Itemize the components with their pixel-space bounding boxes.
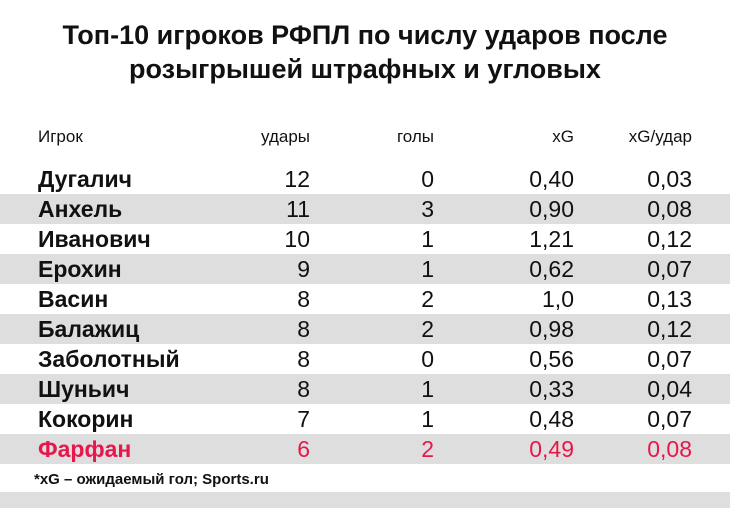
shots-value: 6 (297, 436, 310, 462)
header-shots: удары (261, 127, 310, 146)
shots-value: 7 (297, 406, 310, 432)
xg-per-shot-value: 0,13 (647, 286, 692, 312)
header-xg-per-shot: xG/удар (628, 127, 692, 146)
table-row: Шуньич 8 1 0,33 0,04 (0, 374, 730, 404)
chart-title-line-1: Топ-10 игроков РФПЛ по числу ударов посл… (62, 20, 668, 50)
table-row: Дугалич 12 0 0,40 0,03 (0, 164, 730, 194)
goals-value: 1 (421, 226, 434, 252)
player-name: Иванович (38, 226, 151, 252)
xg-per-shot-value: 0,08 (647, 436, 692, 462)
table-row: Васин 8 2 1,0 0,13 (0, 284, 730, 314)
footnote: *xG – ожидаемый гол; Sports.ru (34, 471, 269, 488)
table-row: Ерохин 9 1 0,62 0,07 (0, 254, 730, 284)
xg-value: 0,90 (529, 196, 574, 222)
bottom-strip (0, 492, 730, 508)
table-row: Анхель 11 3 0,90 0,08 (0, 194, 730, 224)
xg-per-shot-value: 0,12 (647, 226, 692, 252)
goals-value: 2 (421, 436, 434, 462)
player-name: Фарфан (38, 436, 132, 462)
shots-value: 12 (284, 166, 310, 192)
player-name: Шуньич (38, 376, 130, 402)
xg-value: 0,48 (529, 406, 574, 432)
xg-per-shot-value: 0,04 (647, 376, 692, 402)
shots-value: 8 (297, 286, 310, 312)
header-xg: xG (552, 127, 574, 146)
shots-value: 8 (297, 376, 310, 402)
xg-value: 0,62 (529, 256, 574, 282)
xg-per-shot-value: 0,07 (647, 346, 692, 372)
player-name: Анхель (38, 196, 123, 222)
xg-per-shot-value: 0,03 (647, 166, 692, 192)
xg-value: 1,0 (542, 286, 574, 312)
goals-value: 3 (421, 196, 434, 222)
goals-value: 0 (421, 166, 434, 192)
shots-value: 8 (297, 316, 310, 342)
shots-value: 8 (297, 346, 310, 372)
goals-value: 2 (421, 316, 434, 342)
table-row: Балажиц 8 2 0,98 0,12 (0, 314, 730, 344)
player-name: Васин (38, 286, 109, 312)
xg-per-shot-value: 0,08 (647, 196, 692, 222)
xg-value: 0,56 (529, 346, 574, 372)
goals-value: 1 (421, 256, 434, 282)
table-row: Кокорин 7 1 0,48 0,07 (0, 404, 730, 434)
goals-value: 2 (421, 286, 434, 312)
player-name: Балажиц (38, 316, 140, 342)
goals-value: 0 (421, 346, 434, 372)
player-name: Ерохин (38, 256, 122, 282)
table-row: Фарфан 6 2 0,49 0,08 (0, 434, 730, 464)
data-table: Дугалич 12 0 0,40 0,03 Анхель 11 3 0,90 0,08 Ивано… (0, 164, 730, 464)
chart-title-line-2: розыгрышей штрафных и угловых (129, 54, 601, 84)
player-name: Заболотный (38, 346, 180, 372)
chart-title: Топ-10 игроков РФПЛ по числу ударов посл… (0, 18, 730, 86)
header-player: Игрок (38, 127, 83, 146)
shots-value: 9 (297, 256, 310, 282)
xg-value: 0,49 (529, 436, 574, 462)
header-goals: голы (396, 127, 434, 146)
player-name: Дугалич (38, 166, 132, 192)
table-row: Заболотный 8 0 0,56 0,07 (0, 344, 730, 374)
xg-value: 0,98 (529, 316, 574, 342)
xg-value: 0,40 (529, 166, 574, 192)
xg-per-shot-value: 0,07 (647, 406, 692, 432)
goals-value: 1 (421, 406, 434, 432)
xg-value: 0,33 (529, 376, 574, 402)
xg-per-shot-value: 0,12 (647, 316, 692, 342)
xg-per-shot-value: 0,07 (647, 256, 692, 282)
xg-value: 1,21 (529, 226, 574, 252)
table-row: Иванович 10 1 1,21 0,12 (0, 224, 730, 254)
goals-value: 1 (421, 376, 434, 402)
shots-value: 11 (286, 196, 310, 222)
shots-value: 10 (284, 226, 310, 252)
player-name: Кокорин (38, 406, 134, 432)
